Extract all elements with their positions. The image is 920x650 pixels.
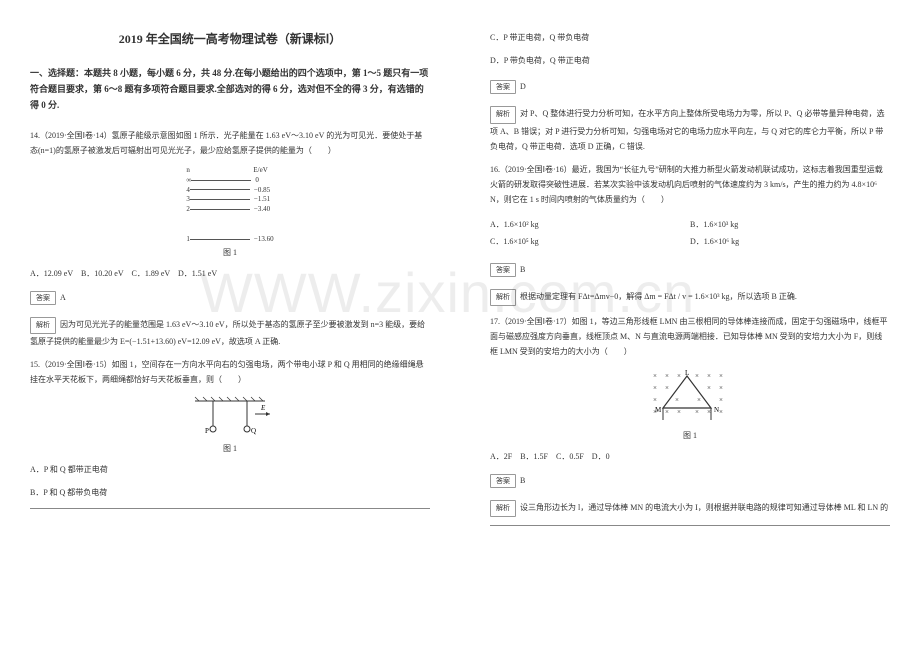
page-footer-line-right bbox=[490, 525, 890, 526]
svg-text:×: × bbox=[719, 384, 723, 392]
svg-text:×: × bbox=[665, 408, 669, 416]
svg-text:×: × bbox=[695, 408, 699, 416]
svg-text:×: × bbox=[707, 384, 711, 392]
lvl-inf-e: 0 bbox=[255, 176, 259, 184]
left-column: 2019 年全国统一高考物理试卷（新课标Ⅰ） 一、选择题：本题共 8 小题，每小… bbox=[0, 0, 460, 650]
q14-answer-label: 答案 bbox=[30, 291, 56, 305]
svg-text:×: × bbox=[677, 408, 681, 416]
svg-text:×: × bbox=[695, 372, 699, 380]
svg-text:×: × bbox=[665, 384, 669, 392]
q15-answer: D bbox=[520, 82, 526, 91]
q14-fig-label: 图 1 bbox=[30, 247, 430, 258]
lvl-4-e: −0.85 bbox=[254, 186, 270, 194]
svg-text:×: × bbox=[665, 372, 669, 380]
tri-N: N bbox=[714, 406, 719, 414]
svg-text:×: × bbox=[707, 372, 711, 380]
q17-answer-row: 答案 B bbox=[490, 474, 890, 488]
svg-text:×: × bbox=[653, 396, 657, 404]
q15-fig-label: 图 1 bbox=[30, 443, 430, 454]
q14-explain-label: 解析 bbox=[30, 317, 56, 334]
svg-text:×: × bbox=[697, 396, 701, 404]
q16-answer-label: 答案 bbox=[490, 263, 516, 277]
q16-optA: A．1.6×10² kg bbox=[490, 216, 690, 234]
hang-e-label: E bbox=[260, 404, 266, 412]
q14-text: 14.（2019·全国Ⅰ卷·14）氢原子能级示意图如图 1 所示．光子能量在 1… bbox=[30, 128, 430, 158]
svg-text:×: × bbox=[653, 372, 657, 380]
svg-text:×: × bbox=[719, 396, 723, 404]
q17-fig-label: 图 1 bbox=[490, 430, 890, 441]
q14-answer-row: 答案 A bbox=[30, 291, 430, 305]
q16-answer: B bbox=[520, 265, 525, 274]
q17-text: 17.（2019·全国Ⅰ卷·17）如图 1，等边三角形线框 LMN 由三根相同的… bbox=[490, 314, 890, 360]
section-instructions: 一、选择题：本题共 8 小题，每小题 6 分，共 48 分.在每小题给出的四个选… bbox=[30, 65, 430, 114]
q15-optC: C．P 带正电荷，Q 带负电荷 bbox=[490, 30, 890, 45]
q15-optD: D．P 带负电荷，Q 带正电荷 bbox=[490, 53, 890, 68]
q14-explain: 解析 因为可见光光子的能量范围是 1.63 eV～3.10 eV，所以处于基态的… bbox=[30, 317, 430, 349]
q17-options: A．2F B．1.5F C．0.5F D．0 bbox=[490, 451, 890, 462]
q15-optB: B．P 和 Q 都带负电荷 bbox=[30, 485, 430, 500]
q15-diagram: P Q E 图 1 bbox=[30, 396, 430, 454]
lvl-e-label: E/eV bbox=[253, 166, 267, 174]
q17-answer: B bbox=[520, 476, 525, 485]
right-column: C．P 带正电荷，Q 带负电荷 D．P 带负电荷，Q 带正电荷 答案 D 解析 … bbox=[460, 0, 920, 650]
q15-explain-label: 解析 bbox=[490, 106, 516, 123]
q15-explain: 解析 对 P、Q 整体进行受力分析可知，在水平方向上整体所受电场力为零，所以 P… bbox=[490, 106, 890, 154]
svg-text:×: × bbox=[677, 372, 681, 380]
hang-p-label: P bbox=[205, 427, 209, 435]
q16-optD: D．1.6×10⁶ kg bbox=[690, 233, 890, 251]
svg-text:×: × bbox=[719, 372, 723, 380]
q15-text: 15.（2019·全国Ⅰ卷·15）如图 1，空间存在一方向水平向右的匀强电场，两… bbox=[30, 357, 430, 387]
q16-answer-row: 答案 B bbox=[490, 263, 890, 277]
lvl-3-e: −1.51 bbox=[254, 195, 270, 203]
q17-explain-text: 设三角形边长为 l，通过导体棒 MN 的电流大小为 I，则根据并联电路的规律可知… bbox=[520, 503, 888, 512]
tri-L: L bbox=[685, 369, 689, 377]
q15-answer-label: 答案 bbox=[490, 80, 516, 94]
q15-explain-text: 对 P、Q 整体进行受力分析可知，在水平方向上整体所受电场力为零，所以 P、Q … bbox=[490, 109, 884, 150]
page-footer-line-left bbox=[30, 508, 430, 509]
q17-diagram: ×××××× ×××× ×××× ×××××× L M N 图 1 bbox=[490, 368, 890, 441]
q15-optA: A．P 和 Q 都带正电荷 bbox=[30, 462, 430, 477]
svg-text:×: × bbox=[719, 408, 723, 416]
svg-text:×: × bbox=[675, 396, 679, 404]
q16-optB: B．1.6×10³ kg bbox=[690, 216, 890, 234]
q14-energy-diagram: n E/eV ∞0 4−0.85 3−1.51 2−3.40 1−13.60 图… bbox=[30, 166, 430, 258]
q16-explain: 解析 根据动量定理有 FΔt=Δmv−0，解得 Δm = FΔt / v = 1… bbox=[490, 289, 890, 306]
q16-explain-text: 根据动量定理有 FΔt=Δmv−0，解得 Δm = FΔt / v = 1.6×… bbox=[520, 292, 797, 301]
q16-text: 16.（2019·全国Ⅰ卷·16）最近，我国为“长征九号”研制的大推力新型火箭发… bbox=[490, 162, 890, 208]
q17-explain-label: 解析 bbox=[490, 500, 516, 517]
q17-explain: 解析 设三角形边长为 l，通过导体棒 MN 的电流大小为 I，则根据并联电路的规… bbox=[490, 500, 890, 517]
exam-title: 2019 年全国统一高考物理试卷（新课标Ⅰ） bbox=[30, 30, 430, 47]
svg-text:×: × bbox=[653, 384, 657, 392]
hang-q-label: Q bbox=[251, 427, 256, 435]
lvl-1-e: −13.60 bbox=[254, 235, 274, 243]
q14-answer: A bbox=[60, 293, 66, 302]
svg-text:×: × bbox=[707, 408, 711, 416]
q14-options: A．12.09 eV B．10.20 eV C．1.89 eV D．1.51 e… bbox=[30, 268, 430, 279]
lvl-2-e: −3.40 bbox=[254, 205, 270, 213]
q15-answer-row: 答案 D bbox=[490, 80, 890, 94]
q16-optC: C．1.6×10⁵ kg bbox=[490, 233, 690, 251]
q16-explain-label: 解析 bbox=[490, 289, 516, 306]
q14-explain-text: 因为可见光光子的能量范围是 1.63 eV～3.10 eV，所以处于基态的氢原子… bbox=[30, 320, 425, 346]
lvl-n-label: n bbox=[186, 166, 190, 174]
tri-M: M bbox=[655, 406, 662, 414]
q17-answer-label: 答案 bbox=[490, 474, 516, 488]
